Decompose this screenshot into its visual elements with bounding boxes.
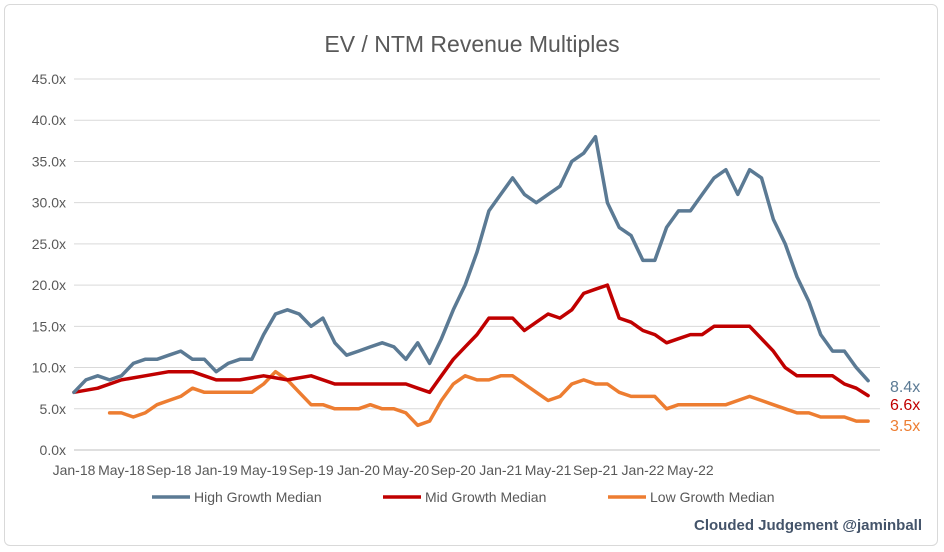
y-tick-label: 25.0x: [32, 236, 66, 252]
credit-text: Clouded Judgement @jaminball: [694, 517, 922, 534]
x-tick-label: Jan-19: [195, 462, 238, 478]
x-tick-label: Sep-21: [573, 462, 618, 478]
x-tick-label: May-18: [98, 462, 145, 478]
end-label-2: 3.5x: [890, 418, 920, 435]
y-tick-label: 20.0x: [32, 277, 66, 293]
legend-label-1: Mid Growth Median: [425, 489, 546, 505]
x-tick-label: May-20: [383, 462, 430, 478]
chart-frame: [4, 4, 938, 546]
y-tick-label: 35.0x: [32, 153, 66, 169]
x-tick-label: Sep-19: [288, 462, 333, 478]
y-tick-label: 5.0x: [40, 401, 66, 417]
x-tick-label: Jan-20: [337, 462, 380, 478]
end-label-1: 6.6x: [890, 397, 920, 414]
series-line-2: [107, 369, 870, 428]
y-tick-label: 0.0x: [40, 442, 66, 458]
x-tick-label: Sep-18: [146, 462, 191, 478]
x-tick-label: May-22: [667, 462, 714, 478]
x-tick-label: Sep-20: [431, 462, 476, 478]
y-tick-label: 10.0x: [32, 360, 66, 376]
x-axis: Jan-18 May-18 Sep-18 Jan-19 May-19 Sep-19 Jan-…: [53, 462, 714, 478]
x-tick-label: Jan-21: [479, 462, 522, 478]
series-line-0: [72, 134, 870, 395]
x-tick-label: Jan-22: [622, 462, 665, 478]
x-tick-label: Jan-18: [53, 462, 96, 478]
end-labels: 8.4x6.6x 3.5x: [890, 379, 920, 435]
legend-label-2: Low Growth Median: [650, 489, 775, 505]
end-label-0: 8.4x: [890, 379, 920, 396]
y-tick-label: 30.0x: [32, 195, 66, 211]
y-axis: 0.0x 5.0x 10.0x 15.0x 20.0x 25.0x 30.0x 35.0x 40…: [32, 71, 66, 458]
series-line-1: [72, 283, 870, 398]
y-tick-label: 15.0x: [32, 318, 66, 334]
legend-label-0: High Growth Median: [194, 489, 322, 505]
grid-lines: [74, 78, 880, 451]
y-tick-label: 40.0x: [32, 112, 66, 128]
y-tick-label: 45.0x: [32, 71, 66, 87]
x-tick-label: May-21: [525, 462, 572, 478]
chart-title: EV / NTM Revenue Multiples: [324, 31, 619, 57]
series-lines: [72, 134, 870, 428]
legend: High Growth Median Mid Growth Median Low G…: [152, 489, 775, 505]
x-tick-label: May-19: [240, 462, 287, 478]
